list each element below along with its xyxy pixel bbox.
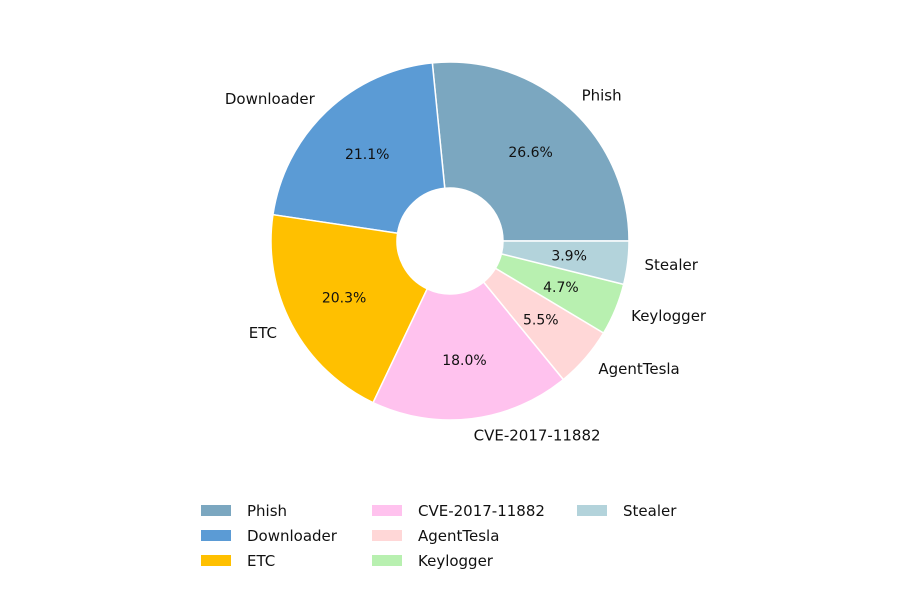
legend-item-keylogger: Keylogger <box>372 552 494 570</box>
legend: Phish Downloader ETC CVE-2017-11882 AgentTes… <box>201 502 677 570</box>
legend-swatch-keylogger <box>372 555 402 566</box>
legend-item-stealer: Stealer <box>577 502 677 520</box>
percent-label-downloader: 21.1% <box>345 147 389 163</box>
percent-label-agenttesla: 5.5% <box>523 312 559 328</box>
category-label-phish: Phish <box>582 87 622 105</box>
legend-label-phish: Phish <box>247 502 287 520</box>
percent-label-phish: 26.6% <box>508 145 552 161</box>
legend-label-stealer: Stealer <box>623 502 677 520</box>
legend-label-etc: ETC <box>247 552 275 570</box>
legend-label-downloader: Downloader <box>247 527 338 545</box>
legend-item-etc: ETC <box>201 552 275 570</box>
percent-label-keylogger: 4.7% <box>543 280 579 296</box>
category-label-stealer: Stealer <box>645 256 699 274</box>
percent-labels: 26.6% 21.1% 20.3% 18.0% 5.5% 4.7% 3.9% <box>322 145 587 369</box>
category-label-cve-2017-11882: CVE-2017-11882 <box>474 427 601 445</box>
legend-swatch-stealer <box>577 505 607 516</box>
slice-stealer <box>500 240 630 286</box>
legend-label-agenttesla: AgentTesla <box>418 527 499 545</box>
legend-swatch-phish <box>201 505 231 516</box>
category-label-agenttesla: AgentTesla <box>598 360 679 378</box>
legend-swatch-agenttesla <box>372 530 402 541</box>
category-labels: Phish Downloader ETC CVE-2017-11882 AgentTes… <box>225 87 707 445</box>
legend-swatch-etc <box>201 555 231 566</box>
legend-label-cve-2017-11882: CVE-2017-11882 <box>418 502 545 520</box>
legend-item-cve-2017-11882: CVE-2017-11882 <box>372 502 545 520</box>
slice-cve-2017-11882 <box>372 280 565 421</box>
percent-label-cve-2017-11882: 18.0% <box>442 353 486 369</box>
legend-item-agenttesla: AgentTesla <box>372 527 499 545</box>
legend-item-downloader: Downloader <box>201 527 338 545</box>
legend-label-keylogger: Keylogger <box>418 552 494 570</box>
category-label-keylogger: Keylogger <box>631 307 707 325</box>
slice-phish <box>431 61 630 242</box>
pie-slices <box>270 61 630 421</box>
category-label-downloader: Downloader <box>225 90 316 108</box>
legend-item-phish: Phish <box>201 502 287 520</box>
percent-label-stealer: 3.9% <box>551 249 587 265</box>
percent-label-etc: 20.3% <box>322 290 366 306</box>
legend-swatch-cve-2017-11882 <box>372 505 402 516</box>
category-label-etc: ETC <box>249 324 277 342</box>
slice-etc <box>270 213 429 404</box>
slice-downloader <box>272 62 446 235</box>
legend-swatch-downloader <box>201 530 231 541</box>
